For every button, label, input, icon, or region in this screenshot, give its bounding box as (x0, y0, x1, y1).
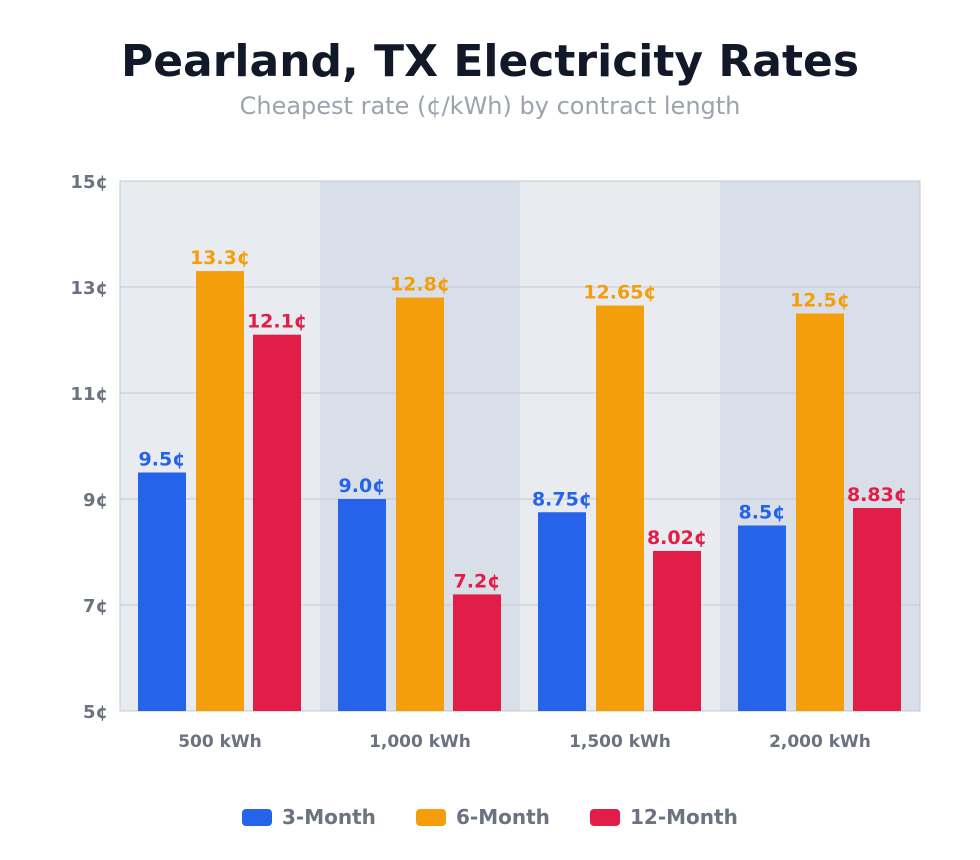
bar-3-month (138, 472, 186, 711)
data-label: 12.1¢ (247, 311, 307, 333)
data-label: 8.02¢ (647, 527, 707, 549)
bar-6-month (196, 271, 244, 711)
data-label: 8.75¢ (532, 488, 592, 510)
bar-12-month (453, 594, 501, 711)
data-label: 7.2¢ (454, 570, 501, 592)
data-label: 9.5¢ (139, 449, 186, 471)
y-tick-label: 13¢ (70, 278, 108, 299)
bar-3-month (538, 512, 586, 711)
y-tick-label: 5¢ (83, 702, 108, 723)
y-tick-label: 9¢ (83, 490, 108, 511)
legend-label: 6-Month (456, 805, 550, 829)
legend-label: 3-Month (282, 805, 376, 829)
bar-12-month (853, 508, 901, 711)
bar-3-month (338, 499, 386, 711)
legend-swatch (242, 809, 272, 826)
bar-3-month (738, 525, 786, 711)
data-label: 12.65¢ (583, 282, 656, 304)
legend-label: 12-Month (630, 805, 738, 829)
bar-12-month (653, 550, 701, 711)
plot-border (119, 180, 921, 712)
x-tick-label: 1,000 kWh (369, 732, 471, 752)
y-tick-label: 11¢ (70, 384, 108, 405)
data-label: 13.3¢ (190, 247, 250, 269)
bar-6-month (796, 313, 844, 711)
x-tick-label: 500 kWh (178, 732, 262, 752)
legend-swatch (590, 809, 620, 826)
y-tick-label: 15¢ (70, 172, 108, 193)
chart-subtitle: Cheapest rate (¢/kWh) by contract length (239, 92, 741, 120)
data-label: 12.8¢ (390, 274, 450, 296)
bar-6-month (396, 297, 444, 711)
x-tick-label: 1,500 kWh (569, 732, 671, 752)
data-label: 8.5¢ (739, 502, 786, 524)
bar-6-month (596, 305, 644, 711)
bar-12-month (253, 334, 301, 711)
chart-title: Pearland, TX Electricity Rates (120, 36, 860, 87)
y-tick-label: 7¢ (83, 596, 108, 617)
legend-swatch (416, 809, 446, 826)
data-label: 8.83¢ (847, 484, 907, 506)
data-label: 9.0¢ (339, 475, 386, 497)
data-label: 12.5¢ (790, 290, 850, 312)
x-tick-label: 2,000 kWh (769, 732, 871, 752)
